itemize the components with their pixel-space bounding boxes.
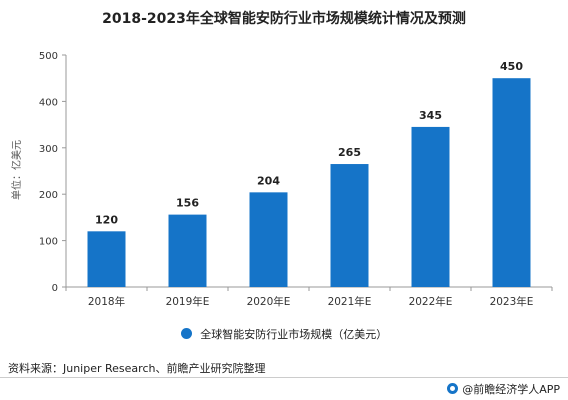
x-tick-label: 2019年E bbox=[166, 295, 210, 308]
legend-swatch bbox=[180, 328, 192, 339]
y-axis: 0 100 200 300 400 500 bbox=[39, 51, 67, 294]
brand-credit: @前瞻经济学人APP bbox=[447, 381, 560, 397]
legend-label: 全球智能安防行业市场规模（亿美元） bbox=[200, 328, 388, 341]
bar-value-label: 265 bbox=[338, 146, 361, 159]
bar bbox=[411, 126, 450, 287]
x-axis: 2018年 2019年E 2020年E 2021年E 2022年E 2023年E bbox=[65, 286, 553, 308]
y-axis-label: 单位：亿美元 bbox=[10, 140, 23, 200]
y-tick-label: 300 bbox=[39, 144, 58, 155]
bar bbox=[87, 231, 126, 287]
bar-value-label: 450 bbox=[500, 60, 523, 73]
y-tick-label: 0 bbox=[52, 283, 58, 294]
bar-value-label: 156 bbox=[176, 197, 199, 210]
x-tick-label: 2023年E bbox=[490, 295, 534, 308]
bar bbox=[249, 192, 288, 287]
bar-value-label: 204 bbox=[257, 174, 280, 187]
x-tick-label: 2018年 bbox=[88, 295, 125, 308]
x-tick-label: 2022年E bbox=[409, 295, 453, 308]
bar-value-label: 120 bbox=[95, 213, 118, 226]
legend: 全球智能安防行业市场规模（亿美元） bbox=[0, 326, 568, 342]
y-tick-label: 400 bbox=[39, 97, 58, 108]
brand-text: @前瞻经济学人APP bbox=[462, 383, 560, 396]
bar bbox=[168, 214, 207, 287]
y-tick-label: 500 bbox=[39, 51, 58, 62]
source-note: 资料来源：Juniper Research、前瞻产业研究院整理 bbox=[8, 362, 266, 375]
bar bbox=[330, 164, 369, 287]
x-tick-label: 2020年E bbox=[247, 295, 291, 308]
y-tick-label: 100 bbox=[39, 237, 58, 248]
footer-divider bbox=[0, 377, 568, 378]
chart-title: 2018-2023年全球智能安防行业市场规模统计情况及预测 bbox=[102, 11, 466, 27]
bar-value-label: 345 bbox=[419, 109, 442, 122]
bar bbox=[492, 78, 531, 287]
bars: 120 156 204 265 345 450 bbox=[87, 60, 531, 287]
x-tick-label: 2021年E bbox=[328, 295, 372, 308]
y-tick-label: 200 bbox=[39, 190, 58, 201]
brand-logo-icon bbox=[447, 383, 459, 394]
